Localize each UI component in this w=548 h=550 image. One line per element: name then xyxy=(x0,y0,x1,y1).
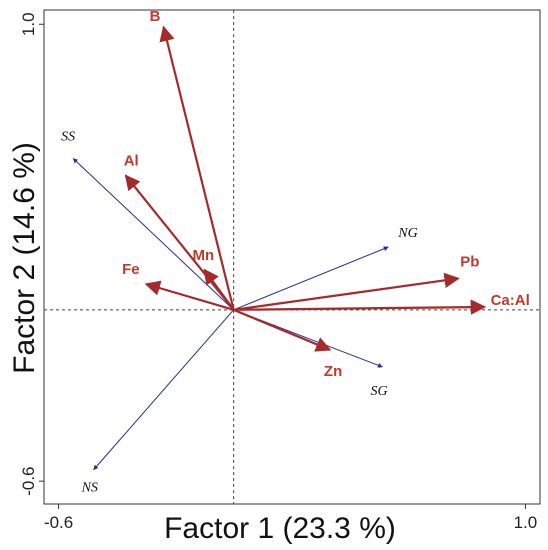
variable-vector-pb xyxy=(233,272,460,311)
plot-frame xyxy=(43,9,541,505)
x-tick-label: -0.6 xyxy=(44,513,73,532)
variable-vector-al xyxy=(124,174,235,311)
y-axis-title: Factor 2 (14.6 %) xyxy=(8,142,41,374)
variable-label-fe: Fe xyxy=(122,261,140,278)
variable-vector-mn xyxy=(203,268,235,311)
y-tick-label: 1.0 xyxy=(19,12,38,36)
variable-label-zn: Zn xyxy=(324,363,342,380)
variable-vector-b xyxy=(159,25,235,311)
site-label-ng: NG xyxy=(397,226,417,241)
site-label-sg: SG xyxy=(370,384,387,399)
variable-label-pb: Pb xyxy=(460,253,479,270)
site-label-ss: SS xyxy=(61,129,75,144)
site-vector-ns xyxy=(93,309,235,471)
variable-vector-zn xyxy=(233,308,332,352)
variable-vectors: B Al Mn Fe Pb Ca:Al Zn xyxy=(122,8,530,380)
variable-label-b: B xyxy=(150,8,161,25)
site-label-ns: NS xyxy=(81,481,98,496)
y-axis-ticks: 1.0 -0.6 xyxy=(19,12,44,496)
variable-label-ca-al: Ca:Al xyxy=(491,292,530,309)
x-axis-title: Factor 1 (23.3 %) xyxy=(164,512,396,545)
x-axis-ticks: -0.6 1.0 xyxy=(44,504,537,532)
x-tick-label: 1.0 xyxy=(514,513,538,532)
variable-label-mn: Mn xyxy=(192,247,214,264)
variable-label-al: Al xyxy=(124,153,139,170)
y-tick-label: -0.6 xyxy=(19,467,38,496)
variable-vector-fe xyxy=(144,280,234,311)
variable-vector-ca-al xyxy=(233,299,487,315)
site-vector-ng xyxy=(233,246,389,311)
